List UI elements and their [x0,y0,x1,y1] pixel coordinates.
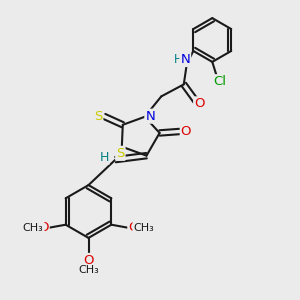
Text: CH₃: CH₃ [78,265,99,275]
Text: S: S [94,110,102,123]
Text: CH₃: CH₃ [23,223,44,233]
Text: CH₃: CH₃ [134,223,154,233]
Text: O: O [38,221,49,234]
Text: H: H [174,53,183,66]
Text: O: O [128,221,139,234]
Text: O: O [181,125,191,138]
Text: S: S [116,147,124,160]
Text: N: N [145,110,155,123]
Text: H: H [99,151,109,164]
Text: Cl: Cl [213,75,226,88]
Text: O: O [83,254,94,267]
Text: N: N [180,53,190,66]
Text: O: O [194,98,205,110]
